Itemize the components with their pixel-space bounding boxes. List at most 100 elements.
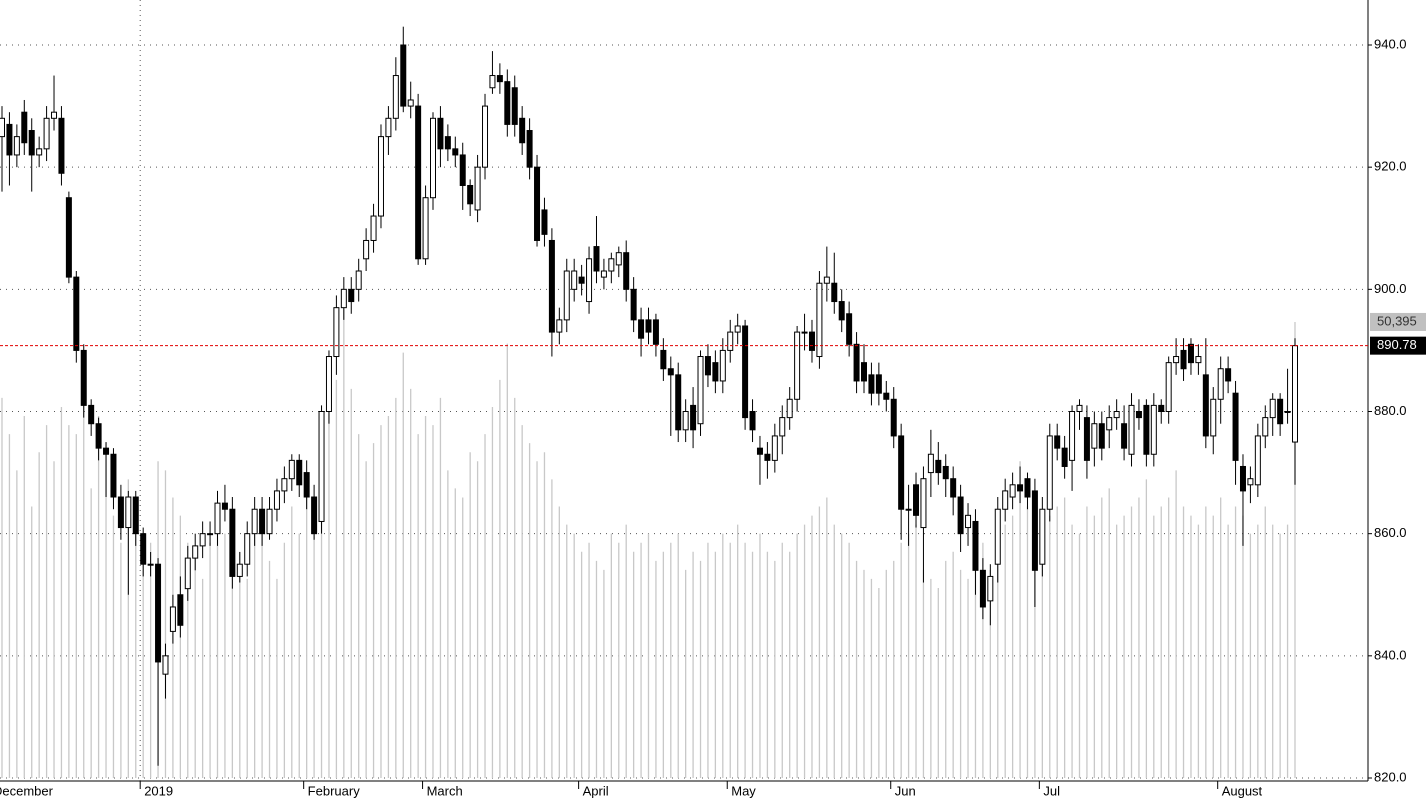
last-price-label: 890.78 [1377,337,1417,352]
candle-body [1284,411,1291,413]
candle-body [861,362,867,382]
candle-body [474,166,481,211]
candle-body [377,136,384,217]
candle-body [1269,398,1276,419]
candle-body [73,276,80,351]
candle-body [318,411,325,522]
candle-body [1143,404,1150,455]
x-tick-label: Jul [1043,783,1060,798]
candle-body [155,563,162,663]
candle-body [273,490,280,510]
candle-body [935,459,942,474]
candle-body [534,166,541,241]
candle-body [288,459,295,480]
candle-body [444,136,451,150]
candle-body [994,508,1001,565]
candle-body [1195,356,1202,364]
candle-body [192,545,199,559]
candle-body [21,111,28,144]
y-tick-label: 880.0 [1374,403,1407,418]
y-tick-label: 840.0 [1374,647,1407,662]
candle-body [623,252,630,290]
candle-body [28,130,35,156]
candle-body [452,148,459,156]
candle-body [823,276,830,284]
candle-body [511,87,518,125]
candle-body [65,197,72,278]
candle-body [1076,404,1083,412]
candle-body [615,252,622,266]
candle-body [1165,362,1172,412]
candle-body [979,569,986,608]
candle-body [184,557,191,590]
candle-body [177,594,184,626]
candle-body [296,459,303,486]
candle-body [608,258,615,272]
candle-body [965,514,972,529]
candle-body [407,99,414,107]
candle-body [548,239,555,333]
candle-body [1017,484,1024,492]
candle-body [846,313,853,345]
candle-body [660,349,667,370]
candle-body [459,154,466,186]
x-tick-label: August [1222,783,1263,798]
candle-body [950,478,957,498]
candle-body [1031,490,1038,571]
candle-body [437,117,444,150]
candle-body [1046,435,1053,510]
candle-body [927,453,934,474]
candle-body [430,117,436,199]
candle-body [1135,411,1142,419]
candle-body [259,508,266,535]
candle-body [801,331,808,334]
candle-body [942,465,949,480]
candle-body [482,105,489,168]
candle-body [36,148,43,156]
candle-body [519,117,526,144]
y-tick-label: 860.0 [1374,525,1407,540]
candle-body [556,319,563,333]
candle-body [355,270,362,290]
candle-body [831,282,838,303]
candle-body [80,349,87,406]
candle-body [43,117,50,150]
candle-body [489,75,496,89]
candle-body [422,197,429,260]
candle-body [667,368,674,376]
y-tick-label: 940.0 [1374,36,1407,51]
candle-body [1217,368,1224,400]
candle-body [1054,435,1061,449]
candle-body [1187,343,1194,364]
candle-body [526,130,533,168]
candle-body [325,356,332,412]
candle-body [541,209,548,235]
candle-body [749,411,756,431]
candle-body [920,478,927,529]
candle-body [972,520,979,571]
candle-body [1277,398,1284,425]
candle-body [734,325,741,333]
candle-body [1158,404,1165,412]
candle-body [370,215,377,241]
candle-body [853,343,860,382]
candle-body [630,288,637,321]
candle-body [742,325,749,419]
candle-body [1239,465,1246,492]
candle-body [392,75,399,119]
candle-body [808,331,815,351]
candle-body [600,270,607,278]
candle-body [504,81,511,125]
candle-body [645,319,652,333]
candle-body [1002,490,1009,510]
candle-body [467,184,474,205]
candle-body [207,533,214,536]
candle-body [682,411,689,431]
candle-body [779,417,786,437]
candle-body [883,392,890,400]
candle-body [652,319,659,345]
candle-body [281,478,288,492]
candle-body [236,563,243,577]
